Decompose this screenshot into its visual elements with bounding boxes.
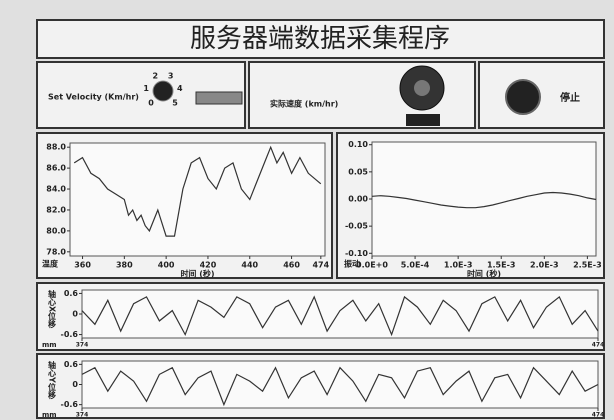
y-tick-label: -0.05 xyxy=(345,222,368,231)
y-tick-label: -0.6 xyxy=(61,400,79,409)
y-tick-label: 0.6 xyxy=(64,289,79,298)
y-tick-label: 82.0 xyxy=(46,205,66,214)
knob-scale-label: 5 xyxy=(172,99,178,108)
y-axis-unit: mm xyxy=(42,411,57,419)
knob-scale-label: 4 xyxy=(177,84,183,93)
x-tick-label: 474 xyxy=(592,412,605,419)
y-tick-label: 0 xyxy=(72,380,78,389)
y-tick-label: 0.6 xyxy=(64,360,79,369)
y-axis-label: 温度 xyxy=(42,259,59,269)
knob-scale-label: 1 xyxy=(143,84,149,93)
x-tick-label: 5.0E-4 xyxy=(401,261,430,270)
actual-velocity-label: 实际速度 (km/hr) xyxy=(270,99,338,109)
y-tick-label: 0.00 xyxy=(348,195,368,204)
y-tick-label: 78.0 xyxy=(46,247,66,256)
x-tick-label: 400 xyxy=(158,261,175,270)
x-tick-label: 374 xyxy=(76,412,89,419)
plot-area xyxy=(82,290,598,338)
x-tick-label: 1.5E-3 xyxy=(487,261,516,270)
set-velocity-label: Set Velocity (Km/hr) xyxy=(48,93,139,102)
x-tick-label: 460 xyxy=(283,261,300,270)
velocity-display xyxy=(196,92,242,104)
y-axis-label: 轴心Y位移 xyxy=(48,360,57,400)
app-window: 服务器端数据采集程序 Set Velocity (Km/hr) 实际速度 (km… xyxy=(0,0,614,420)
y-tick-label: 84.0 xyxy=(46,185,66,194)
y-tick-label: 86.0 xyxy=(46,164,66,173)
x-axis-label: 时间 (秒) xyxy=(180,269,214,279)
x-tick-label: 474 xyxy=(592,342,605,349)
y-tick-label: 88.0 xyxy=(46,143,66,152)
knob-scale-label: 0 xyxy=(148,99,154,108)
x-tick-label: 1.0E-3 xyxy=(444,261,473,270)
y-tick-label: 0.10 xyxy=(348,140,368,149)
plot-area xyxy=(372,142,596,256)
knob-scale-label: 2 xyxy=(152,71,158,80)
y-axis-label: 轴心X位移 xyxy=(48,289,57,329)
velocity-knob[interactable] xyxy=(153,81,173,101)
y-axis-label: 振动 xyxy=(344,259,360,269)
x-tick-label: 380 xyxy=(116,261,133,270)
y-tick-label: 0.05 xyxy=(348,167,368,176)
actual-velocity-display xyxy=(406,114,440,126)
y-tick-label: 80.0 xyxy=(46,226,66,235)
x-tick-label: 0.0E+0 xyxy=(356,261,388,270)
y-tick-label: -0.10 xyxy=(345,249,368,258)
x-tick-label: 2.0E-3 xyxy=(530,261,559,270)
stop-label[interactable]: 停止 xyxy=(560,91,580,104)
x-tick-label: 360 xyxy=(74,261,91,270)
app-title: 服务器端数据采集程序 xyxy=(190,24,450,54)
x-tick-label: 440 xyxy=(241,261,258,270)
stop-button[interactable] xyxy=(506,80,540,114)
y-axis-unit: mm xyxy=(42,341,57,349)
gauge-hub xyxy=(414,80,430,96)
y-tick-label: 0 xyxy=(72,310,78,319)
x-tick-label: 474 xyxy=(312,261,329,270)
x-tick-label: 2.5E-3 xyxy=(573,261,602,270)
y-tick-label: -0.6 xyxy=(61,330,79,339)
knob-scale-label: 3 xyxy=(168,71,174,80)
x-tick-label: 374 xyxy=(76,342,89,349)
x-axis-label: 时间 (秒) xyxy=(467,269,501,279)
x-tick-label: 420 xyxy=(200,261,217,270)
stop-panel xyxy=(479,62,604,128)
